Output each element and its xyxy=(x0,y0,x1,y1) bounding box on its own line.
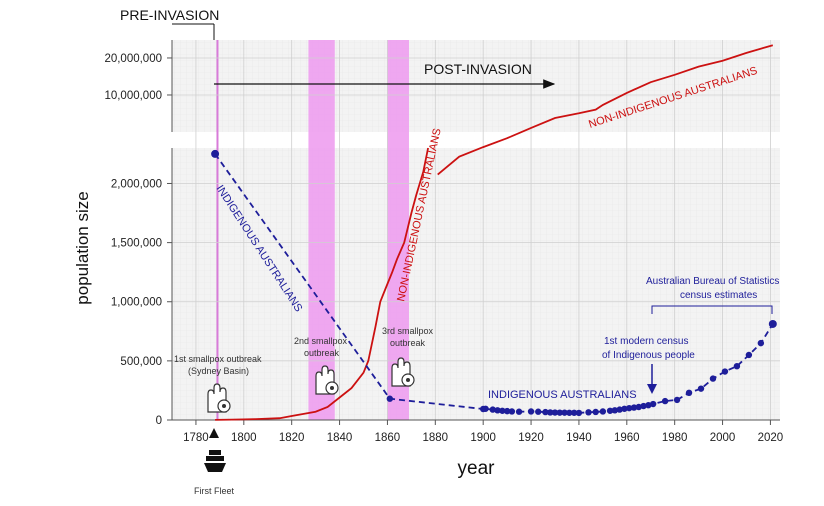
x-tick-label: 1920 xyxy=(518,432,544,444)
smallpox-hand-icon xyxy=(315,365,339,395)
series-point-indigenous xyxy=(685,389,693,396)
series-point-indigenous xyxy=(616,406,623,413)
plot-grid-log xyxy=(172,40,780,132)
series-point-indigenous xyxy=(649,400,657,408)
series-point-indigenous xyxy=(547,409,554,416)
x-tick-label: 2000 xyxy=(710,432,736,444)
x-tick-label: 1880 xyxy=(423,432,449,444)
series-point-indigenous xyxy=(697,385,705,392)
ship-icon xyxy=(204,450,226,472)
series-point-indigenous xyxy=(551,409,559,416)
series-point-indigenous xyxy=(211,149,220,158)
abs-label-line2: census estimates xyxy=(680,290,757,301)
first-census-arrowhead xyxy=(647,384,657,394)
smallpox-band-2 xyxy=(308,40,335,420)
y-tick-label: 0 xyxy=(156,415,162,427)
smallpox-2-label-line1: 2nd smallpox xyxy=(294,336,348,346)
series-point-indigenous xyxy=(645,402,652,409)
smallpox-bands xyxy=(216,40,409,420)
x-tick-label: 1820 xyxy=(279,432,305,444)
x-tick-label: 1840 xyxy=(327,432,353,444)
y-tick-label: 2,000,000 xyxy=(111,178,162,190)
series-point-indigenous xyxy=(592,408,599,416)
x-tick-label: 2020 xyxy=(758,432,784,444)
series-point-indigenous xyxy=(673,396,681,404)
first-census-label-line1: 1st modern census xyxy=(604,336,689,347)
series-point-indigenous xyxy=(625,404,633,412)
series-point-indigenous xyxy=(556,409,563,416)
series-point-indigenous xyxy=(599,408,607,415)
series-point-indigenous xyxy=(527,408,535,415)
series-point-indigenous xyxy=(768,319,777,328)
abs-label-line1: Australian Bureau of Statistics xyxy=(646,276,779,287)
x-tick-label: 1860 xyxy=(375,432,401,444)
abs-bracket xyxy=(651,305,773,314)
series-label-indigenous-bottom: INDIGENOUS AUSTRALIANS xyxy=(488,389,637,401)
series-point-indigenous xyxy=(757,339,765,347)
smallpox-hand-icon xyxy=(391,357,415,387)
series-line-non-indigenous-linear xyxy=(215,147,429,421)
series-line-non-indigenous-log xyxy=(437,44,774,176)
smallpox-1-label-line1: 1st smallpox outbreak xyxy=(174,354,262,364)
series-point-indigenous xyxy=(606,407,614,414)
x-tick-label: 1780 xyxy=(183,432,209,444)
series-point-indigenous xyxy=(630,404,638,411)
smallpox-1-label-line2: (Sydney Basin) xyxy=(188,366,249,376)
first-fleet-label: First Fleet xyxy=(194,486,235,496)
series-point-indigenous xyxy=(709,375,717,382)
y-tick-label: 20,000,000 xyxy=(104,53,162,65)
series-point-indigenous xyxy=(561,409,568,416)
x-tick-label: 1800 xyxy=(231,432,257,444)
y-tick-label: 1,500,000 xyxy=(111,238,162,250)
series-point-indigenous xyxy=(640,402,647,410)
y-axis-title: population size xyxy=(73,191,92,304)
series-point-indigenous xyxy=(733,362,741,370)
smallpox-hand-icon xyxy=(207,383,231,413)
series-point-indigenous xyxy=(508,408,516,415)
post-invasion-label: POST-INVASION xyxy=(424,61,532,77)
x-tick-label: 1980 xyxy=(662,432,688,444)
series-point-indigenous xyxy=(515,408,523,415)
pre-invasion-label: PRE-INVASION xyxy=(120,7,219,23)
x-axis-title: year xyxy=(458,458,496,479)
smallpox-band-3 xyxy=(387,40,409,420)
series-point-indigenous xyxy=(635,403,642,411)
series-layer xyxy=(211,44,777,421)
first-fleet-arrow xyxy=(209,428,219,438)
x-tick-label: 1960 xyxy=(614,432,640,444)
plot-grid-linear xyxy=(172,148,780,420)
series-point-indigenous xyxy=(482,405,489,412)
series-point-indigenous xyxy=(542,408,549,416)
series-point-indigenous xyxy=(566,409,573,416)
x-tick-label: 1900 xyxy=(470,432,496,444)
series-point-indigenous xyxy=(661,397,669,405)
first-census-label-line2: of Indigenous people xyxy=(602,350,695,361)
series-point-indigenous xyxy=(499,407,506,414)
y-tick-label: 10,000,000 xyxy=(104,90,162,102)
y-tick-label: 1,000,000 xyxy=(111,297,162,309)
series-point-indigenous xyxy=(570,409,578,416)
x-tick-label: 1940 xyxy=(566,432,592,444)
series-point-indigenous xyxy=(575,409,583,417)
smallpox-3-label-line2: outbreak xyxy=(390,338,426,348)
x-tick-labels: 1780 1800 1820 1840 1860 1880 1900 1920 1940 1960… xyxy=(183,432,783,444)
series-point-indigenous xyxy=(503,407,511,415)
smallpox-2-label-line2: outbreak xyxy=(304,348,340,358)
series-point-indigenous xyxy=(585,409,592,416)
series-point-indigenous xyxy=(489,406,496,413)
smallpox-3-label-line1: 3rd smallpox xyxy=(382,326,434,336)
y-tick-labels: 0 500,000 1,000,000 1,500,000 2,000,000 10,00… xyxy=(104,53,162,427)
series-point-indigenous xyxy=(386,395,394,402)
series-point-indigenous xyxy=(621,405,628,412)
series-point-indigenous xyxy=(745,351,753,359)
series-point-indigenous xyxy=(721,368,729,375)
series-point-indigenous xyxy=(494,407,501,414)
series-point-indigenous xyxy=(535,408,542,415)
y-tick-label: 500,000 xyxy=(120,356,162,368)
series-point-indigenous xyxy=(611,407,619,414)
